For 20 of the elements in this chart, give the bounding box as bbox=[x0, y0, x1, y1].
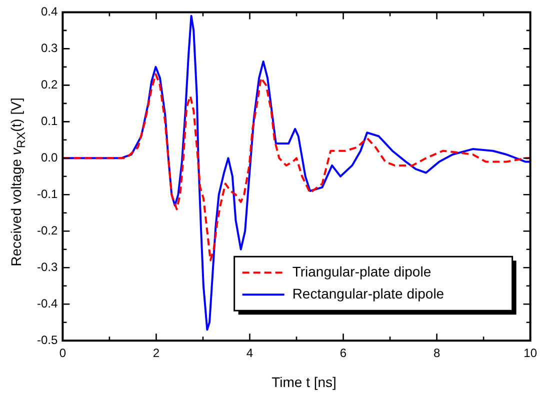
x-tick-label: 4 bbox=[246, 346, 254, 360]
legend-label: Rectangular-plate dipole bbox=[292, 285, 444, 302]
y-tick-label: -0.2 bbox=[36, 223, 58, 238]
y-tick-label: -0.4 bbox=[36, 296, 58, 310]
y-tick-label: -0.5 bbox=[36, 332, 58, 347]
y-tick-label: 0.0 bbox=[40, 150, 58, 164]
y-tick-label: 0.2 bbox=[40, 77, 58, 92]
x-axis-title: Time t [ns] bbox=[272, 374, 336, 390]
legend-label: Triangular-plate dipole bbox=[292, 263, 432, 280]
x-tick-label: 6 bbox=[340, 346, 347, 360]
y-tick-label: 0.1 bbox=[40, 114, 58, 128]
y-tick-label: 0.4 bbox=[40, 4, 58, 19]
y-tick-label: 0.3 bbox=[40, 41, 58, 55]
y-tick-label: -0.1 bbox=[36, 186, 58, 201]
y-tick-label: -0.3 bbox=[36, 260, 58, 274]
x-tick-label: 10 bbox=[524, 346, 538, 360]
x-tick-label: 0 bbox=[59, 346, 66, 360]
line-series bbox=[62, 73, 530, 262]
x-tick-label: 2 bbox=[152, 346, 160, 360]
x-tick-label: 8 bbox=[433, 346, 440, 360]
